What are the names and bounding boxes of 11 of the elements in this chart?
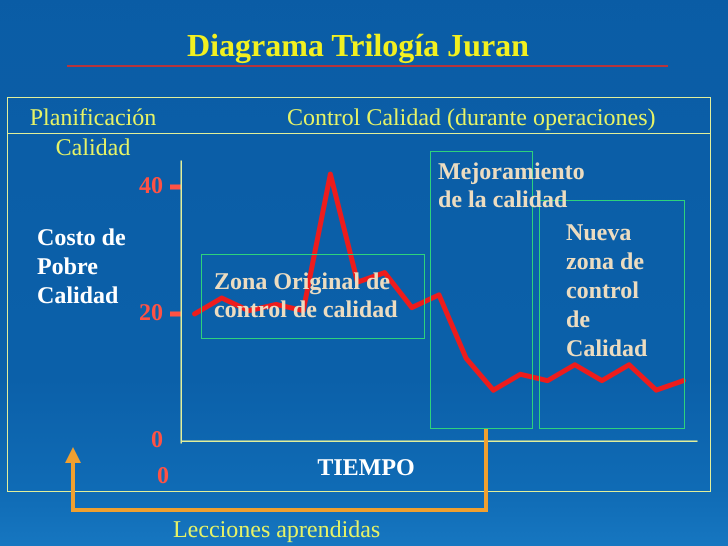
y-tick-label: 0 bbox=[151, 427, 163, 454]
y-tick-label: 40 bbox=[139, 173, 163, 200]
y-axis-title: Costo de Pobre Calidad bbox=[37, 224, 127, 311]
annotation: Nueva zona de control de Calidad bbox=[566, 219, 648, 364]
text: Lecciones aprendidas bbox=[173, 516, 382, 544]
text: Control Calidad (durante operaciones) bbox=[287, 104, 657, 132]
x-axis-title: TIEMPO bbox=[316, 454, 416, 482]
y-tick-label: 20 bbox=[139, 300, 163, 326]
chart-title: Diagrama Trilogía Juran bbox=[186, 27, 530, 63]
annotation: Mejoramiento de la calidad bbox=[438, 158, 586, 214]
text: Planificación Calidad bbox=[28, 104, 158, 163]
